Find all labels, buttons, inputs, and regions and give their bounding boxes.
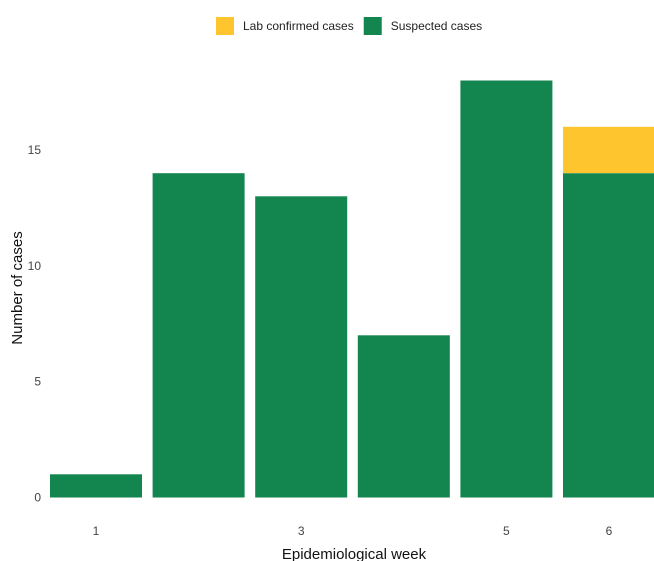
bar-suspected-cases-week-2 [152, 173, 245, 498]
y-tick-label: 15 [28, 143, 42, 157]
y-tick-label: 5 [34, 375, 41, 389]
x-tick-label: 5 [503, 524, 510, 538]
x-tick-label: 3 [298, 524, 305, 538]
y-axis-ticks: 0 5 10 15 [28, 143, 42, 505]
x-tick-label: 6 [606, 524, 613, 538]
bar-suspected-cases-week-1 [50, 474, 142, 498]
bar-suspected-cases-week-3 [255, 196, 348, 498]
y-axis-title: Number of cases [9, 231, 26, 344]
y-tick-label: 0 [34, 491, 41, 505]
bars [50, 80, 654, 498]
legend: Lab confirmed cases Suspected cases [216, 17, 482, 35]
y-tick-label: 10 [28, 259, 42, 273]
x-axis-ticks: 1 3 5 6 [93, 524, 613, 538]
legend-swatch-lab-confirmed-cases [216, 17, 234, 35]
legend-label-suspected-cases: Suspected cases [391, 19, 482, 33]
bar-suspected-cases-week-4 [357, 335, 450, 498]
bar-suspected-cases-week-6 [563, 173, 654, 498]
x-axis-title: Epidemiological week [282, 546, 427, 561]
bar-suspected-cases-week-5 [460, 80, 553, 498]
legend-swatch-suspected-cases [363, 17, 382, 35]
x-tick-label: 1 [93, 524, 100, 538]
legend-label-lab-confirmed-cases: Lab confirmed cases [243, 19, 354, 33]
bar-lab-confirmed-cases-week-6 [563, 126, 654, 174]
